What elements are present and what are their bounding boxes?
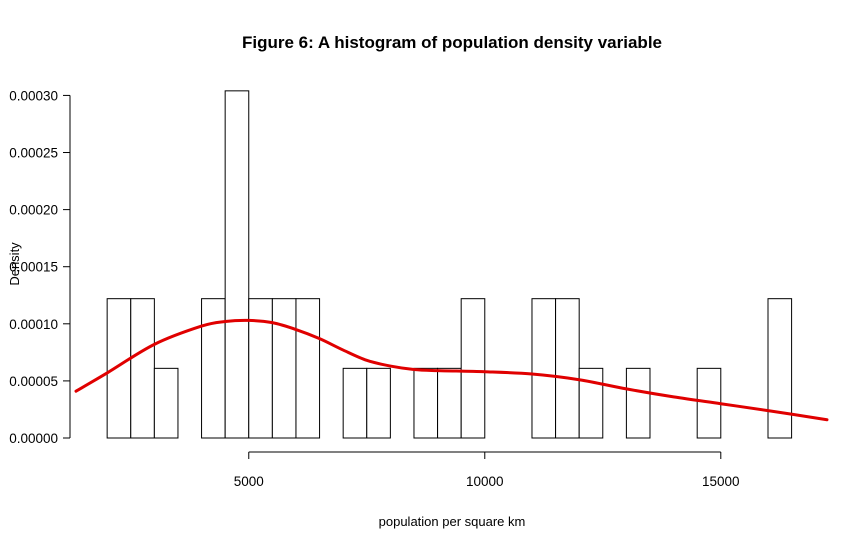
histogram-bar-19 [555,298,580,439]
y-axis: 0.00000 0.00005 0.00010 0.00015 0.00020 0.000… [9,88,71,446]
y-tick-label-3: 0.00015 [9,260,58,275]
histogram-bar-5 [224,90,250,439]
histogram-bars [106,90,793,439]
histogram-bar-13 [413,367,439,439]
density-curve [74,318,829,422]
y-axis-label: Density [7,242,22,286]
x-tick-label-0: 5000 [234,474,264,489]
chart-title: Figure 6: A histogram of population dens… [242,33,662,52]
y-tick-label-1: 0.00005 [9,374,58,389]
histogram-bar-0 [106,298,132,439]
x-axis-label: population per square km [379,514,526,529]
histogram-bar-22 [625,367,651,439]
histogram-bar-8 [295,298,321,439]
y-tick-label-5: 0.00025 [9,146,58,161]
histogram-bar-1 [130,298,155,439]
y-tick-label-0: 0.00000 [9,431,58,446]
x-tick-label-2: 15000 [702,474,740,489]
histogram-bar-4 [201,298,226,439]
histogram-bar-20 [578,367,604,439]
x-axis: 5000 10000 15000 [234,451,740,489]
histogram-bar-28 [767,298,793,439]
y-tick-label-6: 0.00030 [9,88,58,103]
x-tick-label-1: 10000 [466,474,504,489]
histogram-bar-11 [366,367,391,439]
histogram-bar-15 [460,298,486,439]
density-curve-layer [74,318,829,422]
histogram-bar-7 [271,298,297,439]
histogram-bar-2 [153,367,179,439]
y-tick-label-2: 0.00010 [9,317,58,332]
histogram-bar-10 [342,367,368,439]
y-tick-label-4: 0.00020 [9,203,58,218]
histogram-bar-14 [437,367,462,439]
histogram-bar-18 [531,298,557,439]
